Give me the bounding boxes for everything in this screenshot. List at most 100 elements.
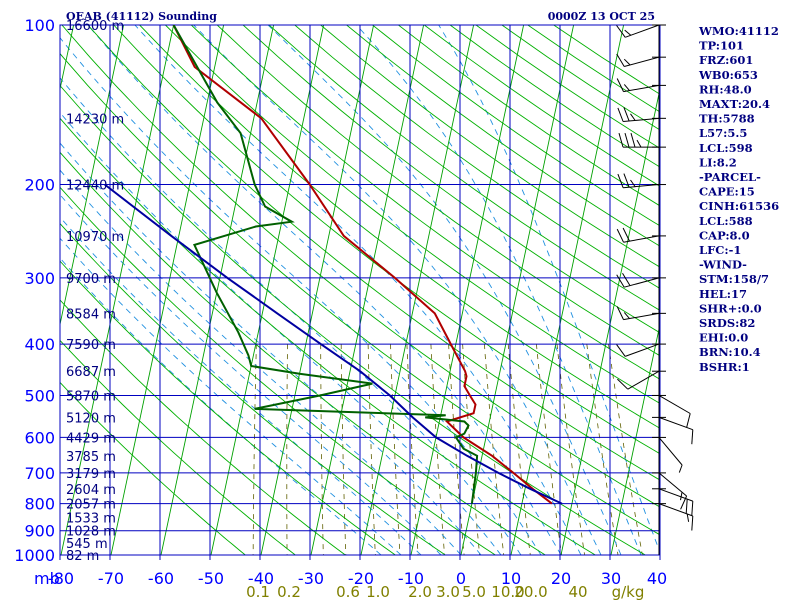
height-label: 2057 m [66,498,116,513]
isotherm-line [610,326,659,555]
height-label: 12440 m [66,179,124,194]
moist-adiabat [60,37,542,555]
wind-barb-flag [618,132,624,148]
height-label: 2604 m [66,483,116,498]
pressure-tick-label: 300 [24,269,55,288]
pressure-unit-label: mb [34,569,60,588]
dry-adiabat [165,25,659,404]
index-entry: LCL:588 [699,214,753,228]
index-entry: HEL:17 [699,287,747,301]
height-label: 5120 m [66,411,116,426]
isotherm-line [160,25,275,555]
wind-barb-shaft [658,488,693,502]
dry-adiabat [216,25,659,356]
wind-barb-flag [616,53,625,67]
height-label: 8584 m [66,307,116,322]
wind-barb-flag [616,78,624,92]
pressure-tick-label: 500 [24,386,55,405]
wind-barb-flag [630,179,636,187]
temperature-tick-label: 40 [647,569,667,588]
temperature-tick-label: -30 [298,569,324,588]
wind-barb-flag [686,513,690,522]
wind-barb-shaft [658,395,691,414]
dry-adiabat [294,25,659,289]
height-label: 3179 m [66,467,116,482]
wind-barb-flag [678,464,683,473]
wind-barb-flag [691,429,694,445]
temperature-tick-label: -10 [398,569,424,588]
index-entry: WB0:653 [698,68,758,82]
index-entry: LCL:598 [699,141,753,155]
wind-barb-shaft [625,343,660,357]
grid [59,24,661,560]
height-label: 5870 m [66,389,116,404]
dry-adiabat [60,381,246,555]
mixing-ratio-label: 1.0 [366,583,390,600]
mixing-ratio-line [286,344,288,555]
moist-adiabat [60,142,482,555]
pressure-tick-label: 400 [24,335,55,354]
temperature-tick-label: 0 [456,569,466,588]
mixing-ratio-label: g/kg [612,583,645,600]
wind-barb-shaft [658,472,687,497]
dry-adiabat [242,25,659,333]
mixing-ratio-label: 20.0 [514,583,547,600]
wind-barb-flag [680,492,683,501]
isotherm-line [560,91,659,555]
pressure-tick-label: 200 [24,176,55,195]
index-entry: MAXT:20.4 [699,97,770,111]
dry-adiabats [0,25,659,555]
wind-barb-flag [622,272,631,286]
dry-adiabat [60,339,296,555]
dry-adiabat [346,25,659,247]
wind-barb-shaft [623,235,660,243]
dry-adiabat [113,25,659,454]
parcel-trace [104,183,563,505]
wind-barb-flag [617,107,624,122]
isotherm-line [260,25,375,555]
mixing-ratio-line [390,344,401,555]
mixing-ratio-label: 5.0 [462,583,486,600]
dry-adiabat [60,151,546,555]
mixing-ratio-label: 0.2 [277,583,301,600]
pressure-tick-label: 1000 [14,546,55,565]
temperature-tick-label: -80 [48,569,74,588]
wind-barb-flag [623,173,630,188]
wind-barb-flag [617,173,624,188]
wind-barb-flag [691,515,694,531]
index-entry: TP:101 [699,39,744,53]
index-entry: SHR+:0.0 [699,301,762,315]
dry-adiabat [320,25,659,268]
index-entry: BRN:10.4 [699,345,761,359]
index-entry: SRDS:82 [699,316,755,330]
dry-adiabat [190,25,659,380]
wind-barb-flag [685,498,688,514]
temperature-tick-label: -40 [248,569,274,588]
wind-barb-flag [616,274,625,288]
index-entry: CAPE:15 [699,185,755,199]
wind-barb-flag [623,58,631,66]
index-entry: L57:5.5 [699,126,747,140]
dry-adiabat [60,186,496,555]
index-entry: LFC:-1 [699,243,741,257]
isotherm-line [0,25,24,555]
isotherm-line [460,25,575,555]
index-entry: LI:8.2 [699,155,737,169]
index-entry: TH:5788 [699,112,755,126]
wind-barb-flag [617,378,629,390]
chart-datetime: 0000Z 13 OCT 25 [548,10,655,23]
mixing-ratio-line [507,344,531,555]
temperature-trace [172,25,553,505]
wind-barb-flag [624,132,630,148]
index-entry: BSHR:1 [699,360,750,374]
height-label: 1028 m [66,525,116,540]
wind-barb-flag [636,139,642,148]
wind-barb-flag [691,501,694,516]
temperature-tick-label: 20 [551,569,571,588]
height-label: 3785 m [66,450,116,465]
wind-barb-flag [630,132,636,148]
temperature-tick-label: 10 [501,569,521,588]
index-entry: RH:48.0 [699,82,752,96]
wind-barb-flag [616,306,624,320]
